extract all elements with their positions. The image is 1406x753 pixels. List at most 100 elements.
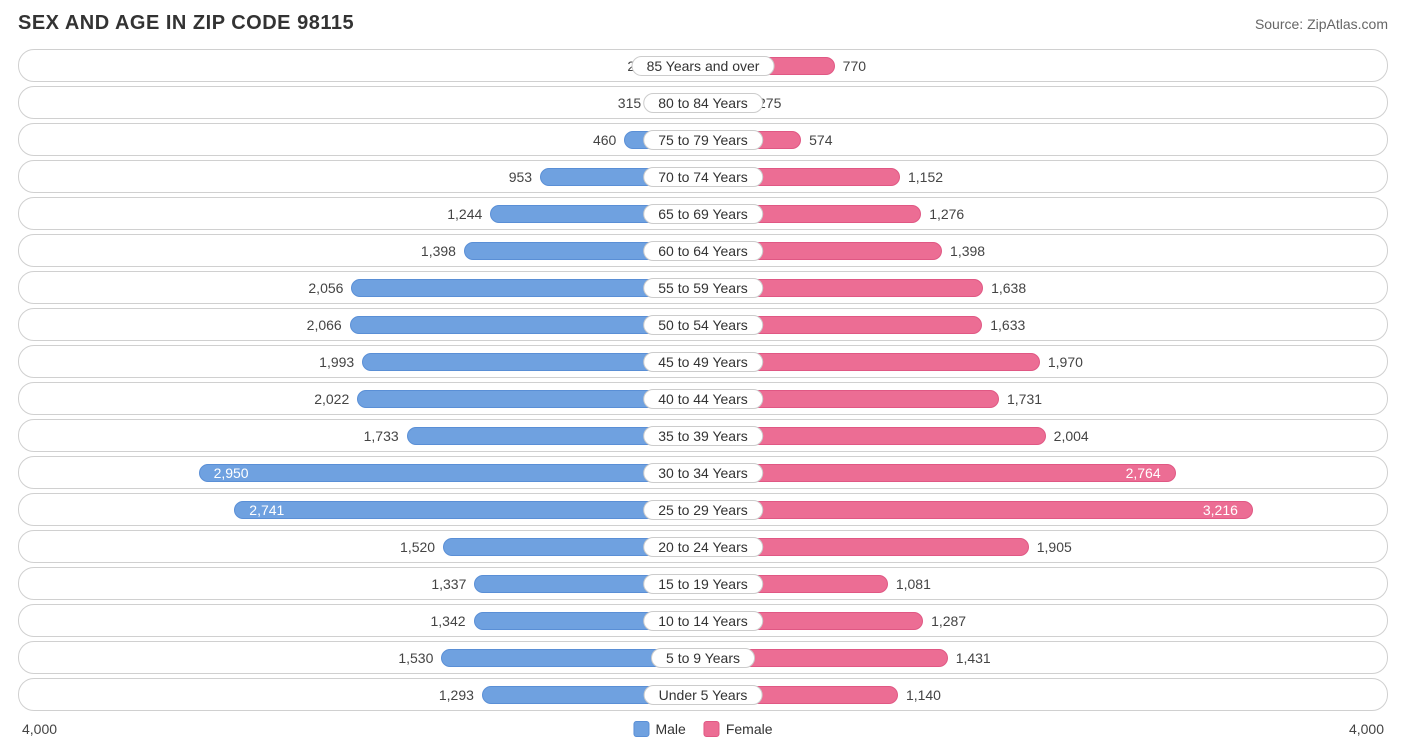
category-label: 15 to 19 Years <box>643 574 763 594</box>
female-value: 1,431 <box>948 650 999 666</box>
chart-legend: Male Female <box>633 721 772 737</box>
female-value: 1,638 <box>983 280 1034 296</box>
female-bar: 2,764 <box>703 464 1176 482</box>
female-half: 1,276 <box>703 198 1387 229</box>
male-half: 315 <box>19 87 703 118</box>
male-half: 259 <box>19 50 703 81</box>
pyramid-row: 460 574 75 to 79 Years <box>18 123 1388 156</box>
female-value: 1,276 <box>921 206 972 222</box>
male-value: 1,244 <box>439 206 490 222</box>
female-value: 1,152 <box>900 169 951 185</box>
female-half: 2,004 <box>703 420 1387 451</box>
male-value: 2,066 <box>299 317 350 333</box>
category-label: 55 to 59 Years <box>643 278 763 298</box>
male-half: 1,244 <box>19 198 703 229</box>
male-value: 2,022 <box>306 391 357 407</box>
legend-item-female: Female <box>704 721 773 737</box>
category-label: 45 to 49 Years <box>643 352 763 372</box>
female-value: 574 <box>801 132 840 148</box>
pyramid-row: 1,398 1,398 60 to 64 Years <box>18 234 1388 267</box>
male-value: 1,398 <box>413 243 464 259</box>
chart-header: SEX AND AGE IN ZIP CODE 98115 Source: Zi… <box>18 12 1388 35</box>
male-value: 460 <box>585 132 624 148</box>
female-half: 1,970 <box>703 346 1387 377</box>
category-label: 25 to 29 Years <box>643 500 763 520</box>
chart-source: Source: ZipAtlas.com <box>1255 16 1388 32</box>
category-label: 60 to 64 Years <box>643 241 763 261</box>
pyramid-row: 31527580 to 84 Years <box>18 86 1388 119</box>
male-value: 953 <box>501 169 540 185</box>
female-half: 1,638 <box>703 272 1387 303</box>
pyramid-row: 1,520 1,905 20 to 24 Years <box>18 530 1388 563</box>
male-half: 2,056 <box>19 272 703 303</box>
category-label: 50 to 54 Years <box>643 315 763 335</box>
category-label: 5 to 9 Years <box>651 648 755 668</box>
male-half: 1,520 <box>19 531 703 562</box>
category-label: 85 Years and over <box>632 56 775 76</box>
pyramid-row: 2,056 1,638 55 to 59 Years <box>18 271 1388 304</box>
female-half: 1,081 <box>703 568 1387 599</box>
female-half: 1,731 <box>703 383 1387 414</box>
pyramid-row: 1,244 1,276 65 to 69 Years <box>18 197 1388 230</box>
pyramid-row: 2,741 3,21625 to 29 Years <box>18 493 1388 526</box>
male-value: 2,950 <box>206 465 257 481</box>
female-half: 1,633 <box>703 309 1387 340</box>
pyramid-row: 2,9502,76430 to 34 Years <box>18 456 1388 489</box>
female-value: 2,764 <box>1118 465 1169 481</box>
axis-label-left: 4,000 <box>22 721 57 737</box>
male-half: 1,293 <box>19 679 703 710</box>
male-swatch-icon <box>633 721 649 737</box>
chart-footer: 4,000 Male Female 4,000 <box>18 717 1388 741</box>
male-value: 1,520 <box>392 539 443 555</box>
category-label: 70 to 74 Years <box>643 167 763 187</box>
legend-female-label: Female <box>726 721 773 737</box>
male-value: 1,342 <box>422 613 473 629</box>
male-bar: 2,950 <box>199 464 703 482</box>
category-label: Under 5 Years <box>644 685 763 705</box>
male-value: 1,993 <box>311 354 362 370</box>
female-value: 1,287 <box>923 613 974 629</box>
male-value: 1,293 <box>431 687 482 703</box>
male-half: 1,530 <box>19 642 703 673</box>
male-bar: 2,741 <box>234 501 703 519</box>
male-half: 2,022 <box>19 383 703 414</box>
category-label: 80 to 84 Years <box>643 93 763 113</box>
pyramid-row: 2,022 1,73140 to 44 Years <box>18 382 1388 415</box>
female-half: 1,287 <box>703 605 1387 636</box>
male-value: 2,741 <box>241 502 292 518</box>
male-value: 1,337 <box>423 576 474 592</box>
female-half: 2,764 <box>703 457 1387 488</box>
pyramid-row: 2,066 1,633 50 to 54 Years <box>18 308 1388 341</box>
female-value: 1,633 <box>982 317 1033 333</box>
category-label: 35 to 39 Years <box>643 426 763 446</box>
female-half: 1,905 <box>703 531 1387 562</box>
female-half: 574 <box>703 124 1387 155</box>
population-pyramid-chart: 25977085 Years and over 31527580 to 84 Ye… <box>18 49 1388 711</box>
female-value: 1,905 <box>1029 539 1080 555</box>
female-half: 1,431 <box>703 642 1387 673</box>
category-label: 20 to 24 Years <box>643 537 763 557</box>
category-label: 40 to 44 Years <box>643 389 763 409</box>
male-half: 1,342 <box>19 605 703 636</box>
pyramid-row: 1,293 1,140Under 5 Years <box>18 678 1388 711</box>
female-half: 770 <box>703 50 1387 81</box>
axis-label-right: 4,000 <box>1349 721 1384 737</box>
female-half: 1,140 <box>703 679 1387 710</box>
legend-item-male: Male <box>633 721 685 737</box>
category-label: 10 to 14 Years <box>643 611 763 631</box>
category-label: 75 to 79 Years <box>643 130 763 150</box>
female-bar: 3,216 <box>703 501 1253 519</box>
female-swatch-icon <box>704 721 720 737</box>
male-half: 2,950 <box>19 457 703 488</box>
male-half: 2,066 <box>19 309 703 340</box>
chart-title: SEX AND AGE IN ZIP CODE 98115 <box>18 12 354 35</box>
pyramid-row: 1,7332,00435 to 39 Years <box>18 419 1388 452</box>
female-value: 1,970 <box>1040 354 1091 370</box>
male-half: 460 <box>19 124 703 155</box>
female-value: 1,398 <box>942 243 993 259</box>
female-half: 275 <box>703 87 1387 118</box>
category-label: 65 to 69 Years <box>643 204 763 224</box>
male-half: 953 <box>19 161 703 192</box>
male-half: 1,993 <box>19 346 703 377</box>
male-value: 2,056 <box>300 280 351 296</box>
